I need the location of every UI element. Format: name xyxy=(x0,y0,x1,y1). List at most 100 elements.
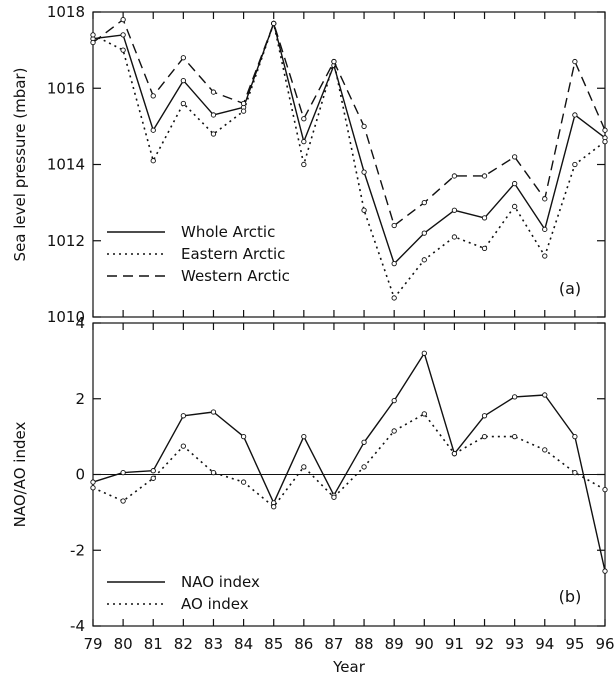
data-point xyxy=(120,47,126,53)
x-tick-label: 95 xyxy=(565,635,584,653)
legend-label: AO index xyxy=(181,595,249,613)
x-tick-label: 92 xyxy=(475,635,494,653)
x-axis-label: Year xyxy=(332,658,366,676)
data-point xyxy=(240,433,247,440)
data-point xyxy=(120,469,126,476)
data-point xyxy=(210,89,217,95)
data-point xyxy=(361,207,367,213)
x-tick-label: 86 xyxy=(294,635,313,653)
data-point xyxy=(210,112,217,118)
plot-frame xyxy=(92,11,606,318)
data-point xyxy=(361,439,367,445)
data-point xyxy=(361,169,367,175)
data-point xyxy=(90,32,96,38)
data-point xyxy=(90,39,96,46)
data-point xyxy=(391,428,397,434)
data-point xyxy=(361,123,367,130)
data-point xyxy=(421,230,427,236)
data-point xyxy=(451,173,458,179)
y-tick-label: 0 xyxy=(75,466,85,484)
data-point xyxy=(602,486,608,493)
data-point xyxy=(542,253,548,259)
data-point xyxy=(301,433,307,440)
data-point xyxy=(301,161,307,168)
data-point xyxy=(301,138,307,145)
data-point xyxy=(271,20,277,27)
data-point xyxy=(210,469,217,476)
x-tick-label: 90 xyxy=(415,635,434,653)
y-tick-label: 1014 xyxy=(47,156,85,174)
data-point xyxy=(481,245,488,252)
data-point xyxy=(90,485,96,491)
data-point xyxy=(331,58,337,65)
data-point xyxy=(481,173,488,179)
y-axis-label: Sea level pressure (mbar) xyxy=(11,68,29,262)
data-point xyxy=(511,433,518,440)
series-line-nao-index xyxy=(92,352,606,572)
data-point xyxy=(451,451,458,457)
data-point xyxy=(391,397,397,404)
data-point xyxy=(180,77,187,84)
data-point xyxy=(180,100,187,107)
data-point xyxy=(481,433,488,440)
data-point xyxy=(210,131,217,137)
y-tick-label: 1012 xyxy=(47,232,85,250)
y-tick-label: 1016 xyxy=(47,79,85,97)
data-point xyxy=(240,100,247,107)
data-point xyxy=(572,469,578,476)
data-point xyxy=(511,154,518,160)
x-tick-label: 79 xyxy=(83,635,102,653)
data-point xyxy=(572,112,578,118)
data-point xyxy=(391,260,397,267)
x-tick-label: 94 xyxy=(535,635,554,653)
data-point xyxy=(240,108,247,114)
data-point xyxy=(150,127,156,133)
legend-label: NAO index xyxy=(181,573,260,591)
data-point xyxy=(481,413,488,419)
data-point xyxy=(511,180,518,187)
data-point xyxy=(481,215,488,221)
x-tick-label: 93 xyxy=(505,635,524,653)
data-point xyxy=(451,234,458,240)
x-tick-label: 87 xyxy=(324,635,343,653)
data-point xyxy=(421,199,427,206)
x-tick-label: 82 xyxy=(174,635,193,653)
data-point xyxy=(120,16,126,23)
data-point xyxy=(511,203,518,210)
x-tick-label: 96 xyxy=(595,635,614,653)
data-point xyxy=(572,433,578,440)
data-point xyxy=(301,116,307,122)
x-tick-label: 84 xyxy=(234,635,253,653)
y-tick-label: 2 xyxy=(75,390,85,408)
data-point xyxy=(602,138,608,145)
panel-label: (b) xyxy=(559,587,582,606)
data-point xyxy=(120,498,126,504)
data-point xyxy=(421,411,427,417)
x-tick-label: 89 xyxy=(385,635,404,653)
data-point xyxy=(150,93,156,99)
legend-label: Whole Arctic xyxy=(181,223,275,241)
panel-b-nao-ao-index: -4 -2 0 2 4 79 80 81 82 83 84 85 86 87 88 89 90 91 92 93 94 9… xyxy=(11,314,615,676)
series-line-whole-arctic xyxy=(92,22,606,265)
data-point xyxy=(180,413,187,419)
data-point xyxy=(421,350,427,356)
y-tick-label: 1010 xyxy=(47,308,85,326)
data-point xyxy=(542,392,548,398)
panel-a-sea-level-pressure: 1010 1012 1014 1016 1018 Sea level pressure (… xyxy=(11,3,608,326)
data-point xyxy=(120,32,126,38)
data-point xyxy=(361,464,367,470)
series-line-ao-index xyxy=(92,413,606,508)
y-tick-label: 1018 xyxy=(47,3,85,21)
data-point xyxy=(210,409,217,415)
data-point xyxy=(542,226,548,232)
y-tick-label: -4 xyxy=(70,617,85,635)
data-point xyxy=(301,464,307,470)
data-point xyxy=(542,447,548,453)
data-point xyxy=(271,504,277,510)
x-tick-label: 88 xyxy=(355,635,374,653)
data-point xyxy=(391,222,397,229)
data-point xyxy=(90,479,96,485)
y-tick-label: -2 xyxy=(70,541,85,559)
data-point xyxy=(572,58,578,65)
